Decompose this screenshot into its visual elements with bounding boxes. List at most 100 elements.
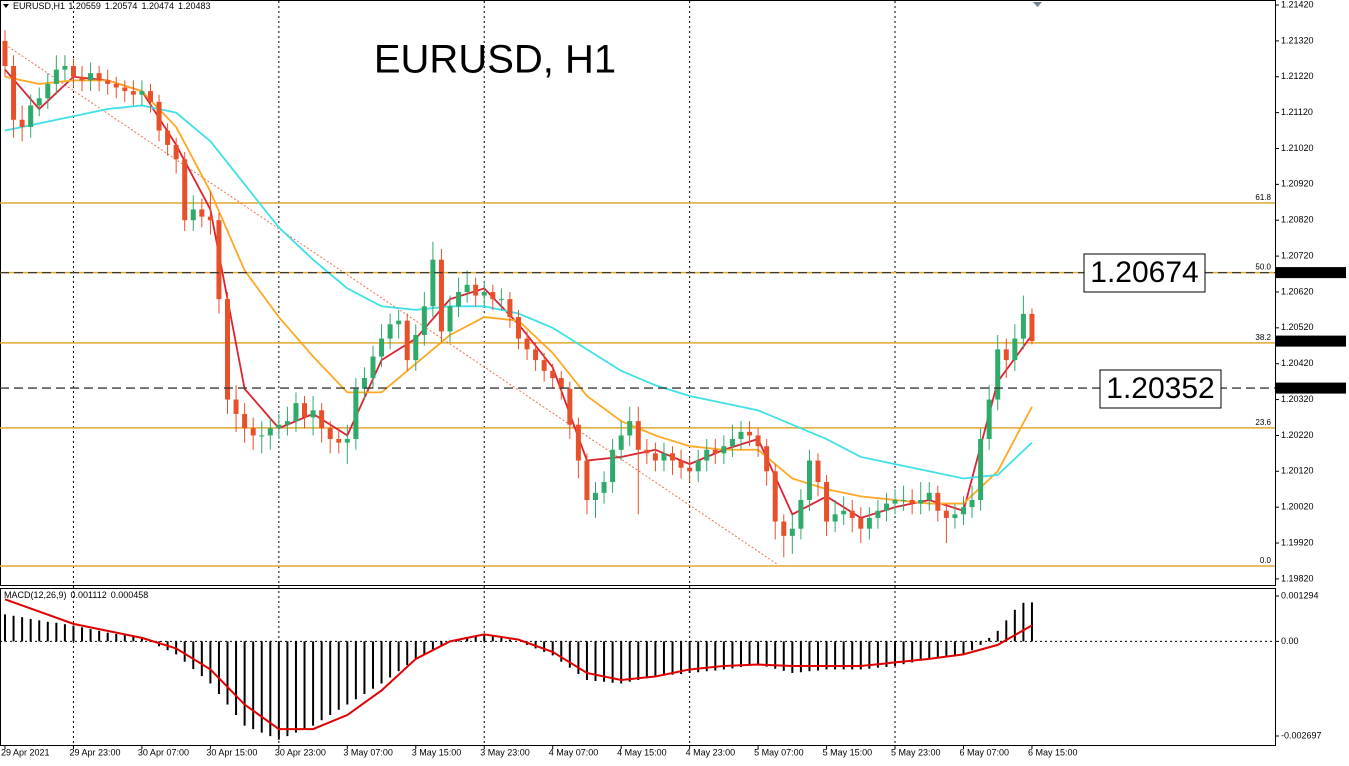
candle-body (515, 317, 521, 339)
candle-body (96, 73, 102, 81)
candle-body (952, 514, 958, 518)
candle-body (841, 510, 847, 515)
candle-body (370, 356, 376, 379)
candle-body (824, 482, 830, 522)
header-label: EURUSD,H1 (13, 1, 65, 11)
fib-label: 50.0 (1255, 263, 1271, 272)
candle-body (567, 388, 573, 425)
x-tick-label: 4 May 15:00 (617, 747, 667, 757)
header-value: 1.20574 (105, 1, 138, 11)
y-tick-label: 1.20920 (1281, 179, 1314, 189)
x-tick-label: 3 May 07:00 (343, 747, 393, 757)
candle-body (533, 349, 539, 361)
fib-label: 23.6 (1255, 418, 1271, 427)
candle-body (387, 324, 393, 339)
candle-body (584, 460, 590, 500)
candle-body (627, 421, 633, 436)
candle-body (558, 378, 564, 389)
candle-body (926, 492, 932, 500)
candle-body (2, 40, 8, 66)
bid-tag-box (1276, 335, 1346, 347)
candle-body (327, 428, 333, 440)
y-tick-label: 1.20020 (1281, 502, 1314, 512)
candle-body (815, 460, 821, 483)
price-tag: 1.20674 (1281, 267, 1314, 277)
candle-body (618, 435, 624, 450)
header-value: 0.001112 (71, 590, 107, 600)
x-tick-label: 30 Apr 15:00 (206, 747, 257, 757)
candle-body (267, 428, 273, 436)
y-tick-label: 0.00 (1281, 636, 1299, 646)
candle-body (310, 410, 316, 418)
candle-body (481, 291, 487, 296)
bid-tag: 1.20483 (1281, 335, 1314, 345)
candle-body (473, 284, 479, 296)
x-tick-label: 6 May 15:00 (1028, 747, 1078, 757)
candle-body (70, 65, 76, 77)
candle-body (319, 410, 325, 429)
candle-body (276, 424, 282, 429)
y-tick-label: 0.001294 (1281, 590, 1319, 600)
candle-body (490, 291, 496, 300)
candle-body (242, 413, 248, 429)
candle-body (995, 349, 1001, 400)
shift-marker (1033, 2, 1042, 7)
candle-body (909, 499, 915, 504)
candle-body (738, 431, 744, 440)
candle-body (892, 499, 898, 504)
candle-body (165, 130, 171, 145)
candle-body (182, 159, 188, 221)
x-tick-label: 30 Apr 07:00 (138, 747, 189, 757)
candle-body (978, 439, 984, 500)
candle-body (11, 65, 17, 120)
candle-body (661, 453, 667, 461)
candle-body (918, 499, 924, 504)
candle-body (678, 460, 684, 468)
price-annotation: 1.20674 (1090, 256, 1198, 289)
fib-label: 38.2 (1255, 333, 1271, 342)
candle-body (670, 453, 676, 461)
y-tick-label: 1.20420 (1281, 358, 1314, 368)
y-tick-label: 1.20720 (1281, 250, 1314, 260)
x-tick-label: 6 May 07:00 (959, 747, 1009, 757)
candle-body (53, 69, 59, 84)
header-value: 1.20559 (68, 1, 101, 11)
candle-body (541, 360, 547, 371)
candle-body (216, 220, 222, 300)
candle-body (250, 428, 256, 436)
candle-body (438, 259, 444, 332)
header-value: 1.20474 (141, 1, 174, 11)
x-tick-label: 4 May 07:00 (549, 747, 599, 757)
y-tick-label: 1.20620 (1281, 286, 1314, 296)
candle-body (156, 101, 162, 131)
price-tag: 1.20352 (1281, 382, 1314, 392)
candle-body (88, 73, 94, 81)
y-tick-label: 1.21320 (1281, 35, 1314, 45)
price-annotation-box (1099, 369, 1222, 409)
y-tick-label: 1.20220 (1281, 430, 1314, 440)
candle-body (781, 521, 787, 536)
candle-body (747, 431, 753, 436)
candle-body (190, 209, 196, 221)
chart-title: EURUSD, H1 (374, 38, 616, 82)
candle-body (755, 435, 761, 447)
y-tick-label: 1.20820 (1281, 215, 1314, 225)
chart-header: EURUSD,H1 1.20559 1.20574 1.20474 1.20483 (13, 1, 211, 11)
candle-body (122, 87, 128, 92)
price-tag-box (1276, 267, 1346, 279)
x-tick-label: 3 May 23:00 (480, 747, 530, 757)
candle-body (858, 517, 864, 529)
candle-body (832, 514, 838, 522)
candle-body (986, 399, 992, 440)
x-tick-label: 29 Apr 2021 (1, 747, 50, 757)
y-tick-label: 1.21220 (1281, 71, 1314, 81)
candle-body (592, 492, 598, 500)
header-value: 0.000458 (111, 590, 149, 600)
candle-body (849, 510, 855, 518)
x-tick-label: 5 May 15:00 (823, 747, 873, 757)
candle-body (199, 209, 205, 217)
candle-body (789, 528, 795, 536)
x-tick-label: 5 May 07:00 (754, 747, 804, 757)
candle-body (1012, 338, 1018, 361)
